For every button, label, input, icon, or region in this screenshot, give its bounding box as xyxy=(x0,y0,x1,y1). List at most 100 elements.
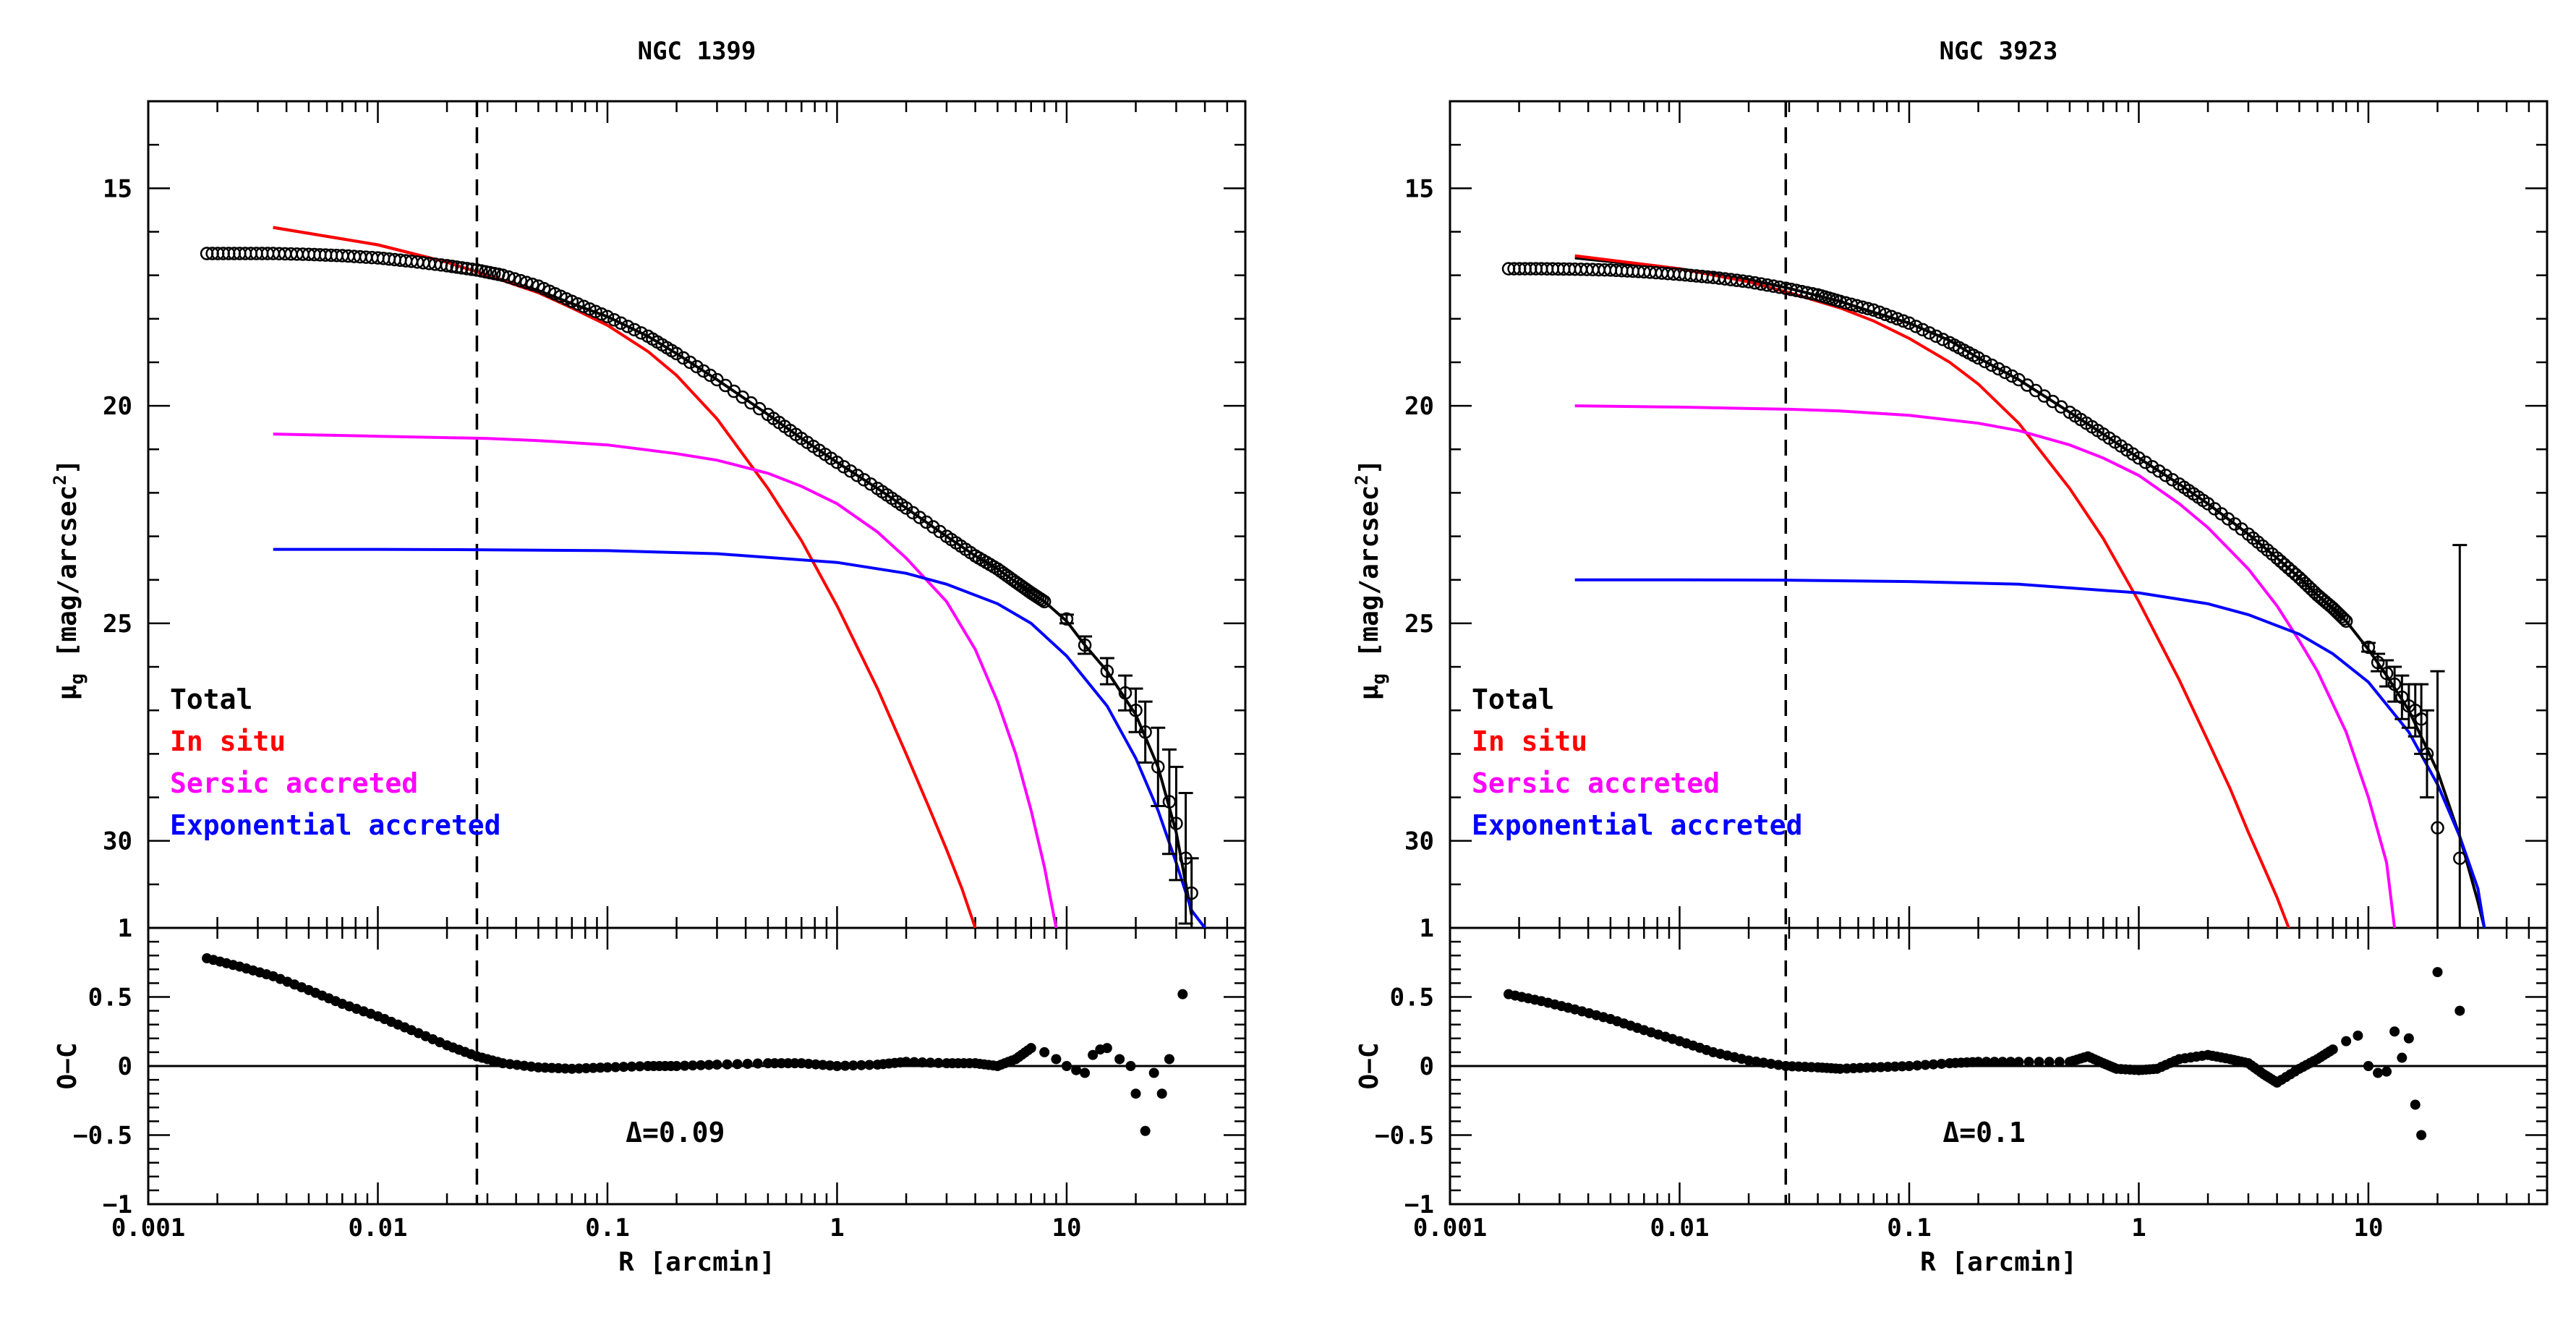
residual-point-fill xyxy=(687,1060,698,1071)
residual-point xyxy=(1868,1062,1879,1073)
data-point-fill xyxy=(455,261,469,275)
data-point-fill xyxy=(620,320,635,333)
data-point xyxy=(1129,703,1143,717)
data-point xyxy=(1971,351,1985,365)
data-point xyxy=(2270,551,2284,565)
data-point-fill xyxy=(571,297,585,311)
y-tick-label: 25 xyxy=(103,610,132,639)
y-label-end: ] xyxy=(53,459,82,475)
legend-entry: Total xyxy=(1472,683,1554,715)
data-point-fill xyxy=(926,520,940,534)
data-point xyxy=(1037,594,1052,609)
residual-point-fill xyxy=(1920,1060,1931,1070)
y-label-sub: g xyxy=(1368,673,1390,685)
data-point xyxy=(670,346,683,361)
data-point-fill xyxy=(1916,323,1929,337)
data-point-fill xyxy=(1885,310,1898,324)
legend: Total In situ Sersic accreted Exponential a… xyxy=(1472,683,1803,841)
data-point-fill xyxy=(465,263,479,276)
data-point-fill xyxy=(683,355,697,370)
data-point xyxy=(2420,747,2434,761)
data-point-fill xyxy=(837,460,851,474)
residual-point xyxy=(2389,1026,2400,1037)
x-tick-label: 0.001 xyxy=(1413,1214,1487,1242)
residual-y-axis-label: O−C xyxy=(1355,1042,1384,1089)
data-point-fill xyxy=(2281,560,2295,575)
residual-point-fill xyxy=(2054,1057,2065,1067)
residual-point xyxy=(1140,1125,1151,1136)
x-tick-label: 1 xyxy=(829,1214,844,1242)
residual-y-tick-label: −1 xyxy=(103,1190,132,1219)
data-point-fill xyxy=(1754,277,1768,291)
x-tick-label: 0.01 xyxy=(1650,1214,1710,1242)
data-point-fill xyxy=(1035,593,1049,608)
residual-point xyxy=(2363,1061,2374,1071)
residual-point xyxy=(2416,1130,2427,1141)
residual-point xyxy=(1903,1061,1914,1071)
residual-point-fill xyxy=(2044,1057,2055,1067)
data-point xyxy=(1169,817,1183,830)
residual-point-fill xyxy=(1928,1059,1939,1070)
data-point xyxy=(495,268,510,282)
residual-point-fill xyxy=(1912,1060,1923,1071)
residual-y-tick-label: 0 xyxy=(118,1052,132,1081)
data-point xyxy=(899,501,913,515)
residual-point xyxy=(1744,1055,1754,1066)
data-point-fill xyxy=(2277,558,2292,571)
y-label-sup: 2 xyxy=(1352,474,1372,485)
data-point-fill xyxy=(843,464,858,478)
data-point xyxy=(2395,690,2409,704)
data-point-fill xyxy=(513,273,528,288)
residual-point-fill xyxy=(840,1060,850,1071)
data-point xyxy=(1138,725,1152,739)
residual-point xyxy=(2397,1052,2407,1063)
residual-point-fill xyxy=(856,1060,867,1070)
y-tick-label: 30 xyxy=(103,827,132,856)
residual-point xyxy=(712,1060,722,1070)
residual-point-fill xyxy=(1897,1061,1908,1072)
residual-point-fill xyxy=(581,1063,592,1074)
residual-point xyxy=(1071,1065,1082,1075)
residual-y-tick-label: 0.5 xyxy=(88,984,132,1013)
residual-point xyxy=(2013,1057,2024,1067)
residual-point xyxy=(1177,989,1188,999)
y-label-mu: μ xyxy=(53,685,82,701)
data-point-fill xyxy=(508,272,521,286)
residual-point xyxy=(1039,1046,1050,1057)
residual-point-fill xyxy=(618,1062,629,1073)
residual-point-fill xyxy=(573,1063,584,1074)
x-axis-label: R [arcmin] xyxy=(1920,1248,2077,1277)
chart-title: NGC 1399 xyxy=(638,37,756,66)
data-point-fill xyxy=(502,270,516,284)
residual-point xyxy=(2410,1099,2421,1110)
data-point-fill xyxy=(850,469,864,482)
data-point-fill xyxy=(614,316,628,331)
y-tick-label: 15 xyxy=(1404,174,1434,203)
residual-point xyxy=(602,1062,613,1073)
data-point xyxy=(440,259,454,273)
residual-y-axis-label: O−C xyxy=(53,1042,82,1089)
data-point xyxy=(1867,303,1881,317)
residual-point xyxy=(832,1061,843,1071)
data-point-fill xyxy=(519,276,534,289)
data-point-fill xyxy=(1748,276,1762,290)
data-point-fill xyxy=(1909,320,1923,333)
y-tick-label: 20 xyxy=(103,392,132,421)
residual-point xyxy=(671,1061,682,1071)
residual-point xyxy=(2403,1033,2414,1044)
residual-point-fill xyxy=(732,1059,743,1070)
data-point-fill xyxy=(594,307,609,321)
residual-y-tick-label: −0.5 xyxy=(1375,1122,1434,1151)
residual-point xyxy=(1080,1067,1091,1078)
data-point-fill xyxy=(2285,564,2299,578)
data-points xyxy=(200,247,1199,928)
data-point xyxy=(2379,666,2394,681)
residual-points xyxy=(202,953,1188,1136)
legend-entry: Exponential accreted xyxy=(170,809,501,841)
y-tick-label: 15 xyxy=(103,174,132,203)
residual-point-fill xyxy=(2005,1057,2016,1067)
data-point xyxy=(1185,886,1198,900)
x-tick-label: 0.1 xyxy=(585,1214,629,1242)
